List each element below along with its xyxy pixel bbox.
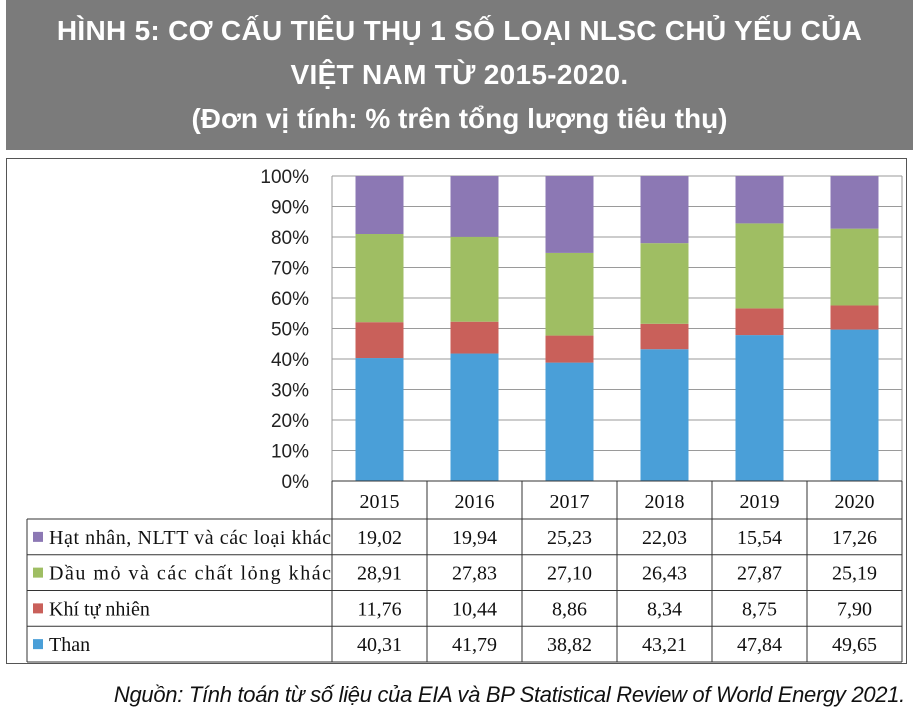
x-category-label: 2017 (550, 491, 590, 513)
x-category-label: 2016 (455, 491, 495, 513)
x-category-label: 2019 (740, 491, 780, 513)
y-tick-label: 70% (271, 259, 309, 280)
legend-label: Khí tự nhiên (49, 598, 150, 620)
bar-segment (735, 335, 784, 481)
data-value-label: 25,23 (547, 527, 592, 549)
bar-segment (545, 176, 594, 253)
data-value-label: 17,26 (832, 527, 877, 549)
bar-segment (450, 236, 499, 322)
data-value-label: 47,84 (737, 634, 782, 656)
data-value-label: 19,02 (357, 527, 402, 549)
data-value-label: 49,65 (832, 634, 877, 656)
data-value-label: 10,44 (452, 598, 497, 620)
bar-segment (355, 322, 404, 359)
x-category-label: 2018 (645, 491, 685, 513)
y-tick-label: 0% (282, 472, 310, 493)
data-value-label: 7,90 (837, 598, 872, 620)
bar-segment (450, 176, 499, 237)
data-value-label: 28,91 (357, 563, 402, 585)
data-value-label: 41,79 (452, 634, 497, 656)
data-value-label: 19,94 (452, 527, 497, 549)
bar-segment (355, 176, 404, 235)
legend-swatch (33, 639, 43, 650)
data-value-label: 15,54 (737, 527, 782, 549)
bar-segment (545, 362, 594, 481)
x-category-label: 2020 (835, 491, 875, 513)
y-tick-label: 30% (271, 381, 309, 402)
data-value-label: 40,31 (357, 634, 402, 656)
y-tick-label: 50% (271, 320, 309, 341)
legend-swatch (33, 603, 43, 614)
bar-segment (545, 335, 594, 363)
bar-segment (735, 223, 784, 309)
data-value-label: 27,83 (452, 563, 497, 585)
legend-label: Hạt nhân, NLTT và các loại khác (49, 527, 331, 549)
source-note: Nguồn: Tính toán từ số liệu của EIA và B… (113, 682, 905, 707)
figure-title-line-1: HÌNH 5: CƠ CẤU TIÊU THỤ 1 SỐ LOẠI NLSC C… (56, 15, 863, 46)
bar-segment (830, 176, 879, 229)
bar-segment (545, 252, 594, 336)
bar-segment (355, 358, 404, 481)
bar-segment (450, 321, 499, 354)
data-value-label: 27,10 (547, 563, 592, 585)
data-value-label: 8,34 (647, 598, 682, 620)
data-value-label: 43,21 (642, 634, 687, 656)
bar-segment (640, 243, 689, 324)
bar-segment (640, 176, 689, 244)
legend-label: Dầu mỏ và các chất lỏng khác (49, 563, 331, 585)
legend-swatch (33, 567, 43, 578)
stacked-bar-chart: 0% 10% 20% 30% 40% 50% 60% 70% 80% 90% 100% 2015 201… (26, 167, 903, 663)
bar-segment (830, 329, 879, 481)
bar-segment (735, 176, 784, 224)
bar-segment (640, 349, 689, 481)
y-tick-label: 90% (271, 198, 309, 219)
figure-unit-note: (Đơn vị tính: % trên tổng lượng tiêu thụ… (191, 103, 728, 134)
bar-segment (830, 305, 879, 330)
data-value-label: 38,82 (547, 634, 592, 656)
data-value-label: 8,86 (552, 598, 587, 620)
data-value-label: 11,76 (357, 598, 401, 620)
data-value-label: 22,03 (642, 527, 687, 549)
chart-frame: 0% 10% 20% 30% 40% 50% 60% 70% 80% 90% 100% 2015 201… (6, 158, 907, 664)
data-value-label: 25,19 (832, 563, 877, 585)
legend-label: Than (49, 634, 90, 656)
data-value-label: 8,75 (742, 598, 777, 620)
figure-header: HÌNH 5: CƠ CẤU TIÊU THỤ 1 SỐ LOẠI NLSC C… (6, 0, 913, 150)
data-value-label: 27,87 (737, 563, 782, 585)
bar-segment (830, 228, 879, 306)
bar-segment (450, 353, 499, 481)
y-tick-label: 10% (271, 442, 309, 463)
y-tick-label: 60% (271, 289, 309, 310)
legend-swatch (33, 531, 43, 542)
bar-segment (735, 308, 784, 336)
figure-title-line-2: VIỆT NAM TỪ 2015-2020. (290, 59, 629, 90)
bar-segment (355, 234, 404, 323)
y-tick-label: 40% (271, 350, 309, 371)
data-value-label: 26,43 (642, 563, 687, 585)
bar-segment (640, 323, 689, 350)
y-tick-label: 100% (260, 167, 309, 188)
y-tick-label: 80% (271, 228, 309, 249)
x-category-label: 2015 (360, 491, 400, 513)
y-tick-label: 20% (271, 411, 309, 432)
